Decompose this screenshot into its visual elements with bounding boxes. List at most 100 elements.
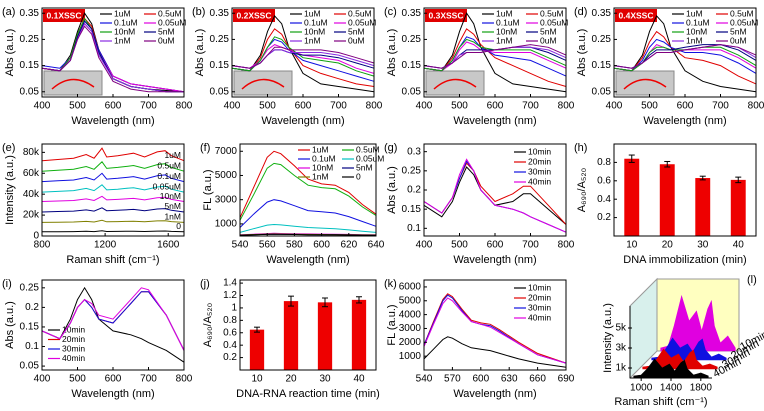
error-bar <box>288 295 294 307</box>
legend-label: 30min <box>528 166 551 176</box>
bar <box>351 299 367 370</box>
x-tick-label: 600 <box>105 374 122 385</box>
x-tick-label: 600 <box>677 101 694 112</box>
series-line <box>613 44 757 69</box>
x-tick-label: 640 <box>368 240 385 251</box>
y-axis-label: Abs (a.u.) <box>4 301 16 349</box>
y-tick-label: 5k <box>615 323 627 334</box>
panel-label: (d) <box>574 6 587 18</box>
legend-label: 1nM <box>496 35 513 45</box>
y-tick-label: 0.15 <box>402 204 422 215</box>
series-line <box>423 12 567 93</box>
legend-label: 10nM <box>304 26 325 36</box>
x-tick-label: 400 <box>34 101 51 112</box>
y-axis-label: Abs (a.u.) <box>194 29 206 77</box>
legend-label: 5nM <box>348 26 365 36</box>
x-axis-label: Wavelength (nm) <box>71 388 154 400</box>
y-tick-label: 1 <box>231 303 237 314</box>
legend-label: 0.05uM <box>356 153 384 163</box>
y-tick-label: 0.2 <box>25 302 39 313</box>
y-axis-label: A₆₉₀/A₅₂₀ <box>576 168 588 212</box>
legend-label: 0 <box>176 221 181 231</box>
y-tick-label: 0.35 <box>592 8 612 19</box>
inset-photo <box>43 70 103 96</box>
x-tick-label: 600 <box>487 101 504 112</box>
legend-label: 10min <box>528 282 551 292</box>
y-tick-label: 0.05 <box>402 86 422 97</box>
x-tick-label: 500 <box>641 101 658 112</box>
panel-label: (b) <box>192 6 205 18</box>
y-tick-label: 0.15 <box>592 60 612 71</box>
series-line <box>423 336 567 368</box>
y-tick-label: 0.15 <box>210 60 230 71</box>
error-bar <box>735 176 742 184</box>
error-bar <box>254 326 260 333</box>
plot-frame <box>423 279 567 371</box>
x-tick-label: 600 <box>472 374 489 385</box>
plot-frame <box>239 279 377 371</box>
y-tick-label: 0.15 <box>20 60 40 71</box>
legend-label: 0.1uM <box>312 153 336 163</box>
x-axis-label: Wavelength (nm) <box>266 254 349 266</box>
panel-label: (h) <box>574 142 587 154</box>
x-tick-label: 700 <box>140 101 157 112</box>
x-tick-label: 500 <box>451 240 468 251</box>
inset-photo <box>425 70 485 96</box>
x-tick-label: 400 <box>606 101 623 112</box>
legend-label: 0.05uM <box>158 17 186 27</box>
series-line <box>41 207 185 213</box>
legend-label: 1uM <box>304 8 321 18</box>
y-axis-label: Abs (a.u.) <box>386 166 398 214</box>
y-axis-label: Abs (a.u.) <box>386 29 398 77</box>
y-tick-label: 0.1 <box>25 341 39 352</box>
annotation-box <box>233 9 275 22</box>
bar <box>317 302 333 370</box>
y-tick-label: 0.1 <box>407 223 421 234</box>
y-tick-label: 0.2 <box>597 212 611 223</box>
annotation-box <box>425 9 467 22</box>
legend-label: 10nM <box>160 191 181 201</box>
series-line <box>239 150 377 219</box>
legend-label: 1nM <box>304 35 321 45</box>
series-line <box>41 172 185 183</box>
x-tick-label: 800 <box>748 101 764 112</box>
legend-label: 1uM <box>496 8 513 18</box>
legend-label: 0.05uM <box>348 17 376 27</box>
legend-label: 0.1uM <box>304 17 328 27</box>
x-tick-label: 630 <box>501 374 518 385</box>
series-line <box>423 158 567 233</box>
panel-label: (e) <box>2 142 15 154</box>
legend-label: 10min <box>62 324 85 334</box>
y-tick-label: 0.15 <box>20 322 40 333</box>
y-axis-label: FL (a.u.) <box>202 169 214 210</box>
series-line <box>41 25 184 93</box>
bar <box>283 301 299 370</box>
panel-label: (i) <box>2 278 12 290</box>
error-bar <box>628 154 635 163</box>
series-line <box>41 195 185 202</box>
y-tick-label: 1000 <box>215 219 238 230</box>
y-tick-label: 1000 <box>399 351 422 362</box>
legend-label: 10min <box>528 146 551 156</box>
series-line <box>41 219 185 223</box>
series-line <box>423 297 567 364</box>
y-tick-label: 1k <box>615 363 627 374</box>
y-tick-label: 0.2 <box>407 185 421 196</box>
inset-photo <box>233 70 293 96</box>
x-tick-label: 600 <box>487 240 504 251</box>
y-tick-label: 2000 <box>399 337 422 348</box>
y-tick-label: 3k <box>615 343 627 354</box>
series-line <box>41 184 185 193</box>
series-line <box>613 30 757 85</box>
x-tick-label: 690 <box>558 374 575 385</box>
inset-arrow <box>623 78 667 90</box>
y-tick-label: 0 <box>33 231 39 242</box>
series-area <box>660 294 736 352</box>
y-tick-label: 0.25 <box>402 34 422 45</box>
legend-label: 10nM <box>496 26 517 36</box>
series-line <box>41 287 185 351</box>
x-tick-label: 600 <box>313 240 330 251</box>
series-line <box>423 293 567 364</box>
x-tick-label: 1800 <box>690 383 713 394</box>
x-tick-label: 700 <box>712 101 729 112</box>
